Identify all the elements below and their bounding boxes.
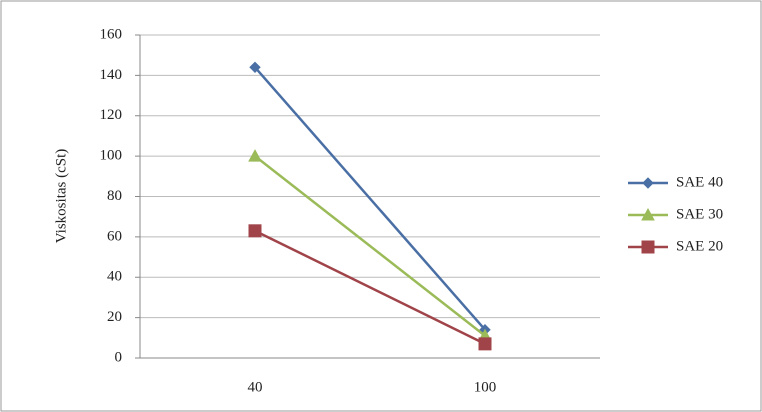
y-tick-label: 140: [100, 67, 123, 83]
legend-label: SAE 40: [676, 174, 723, 190]
marker: [641, 207, 655, 221]
y-tick-label: 80: [107, 188, 122, 204]
series-line: [254, 229, 486, 345]
marker: [642, 177, 654, 189]
marker: [641, 240, 655, 254]
series-line: [254, 66, 486, 331]
marker: [248, 224, 262, 238]
marker: [249, 61, 261, 74]
x-tick-label: 40: [248, 379, 263, 395]
legend-label: SAE 20: [676, 238, 723, 254]
y-tick-label: 20: [107, 309, 122, 325]
marker: [248, 149, 262, 162]
legend-label: SAE 30: [676, 206, 723, 222]
y-tick-label: 40: [107, 269, 122, 285]
series-line: [254, 155, 486, 337]
y-tick-label: 60: [107, 228, 122, 244]
y-tick-label: 0: [115, 349, 123, 365]
y-tick-label: 120: [100, 107, 123, 123]
y-axis-label: Viskositas (cSt): [53, 149, 69, 244]
y-tick-label: 160: [100, 26, 123, 42]
x-tick-label: 100: [474, 379, 497, 395]
marker: [478, 337, 492, 351]
y-tick-label: 100: [100, 148, 123, 164]
